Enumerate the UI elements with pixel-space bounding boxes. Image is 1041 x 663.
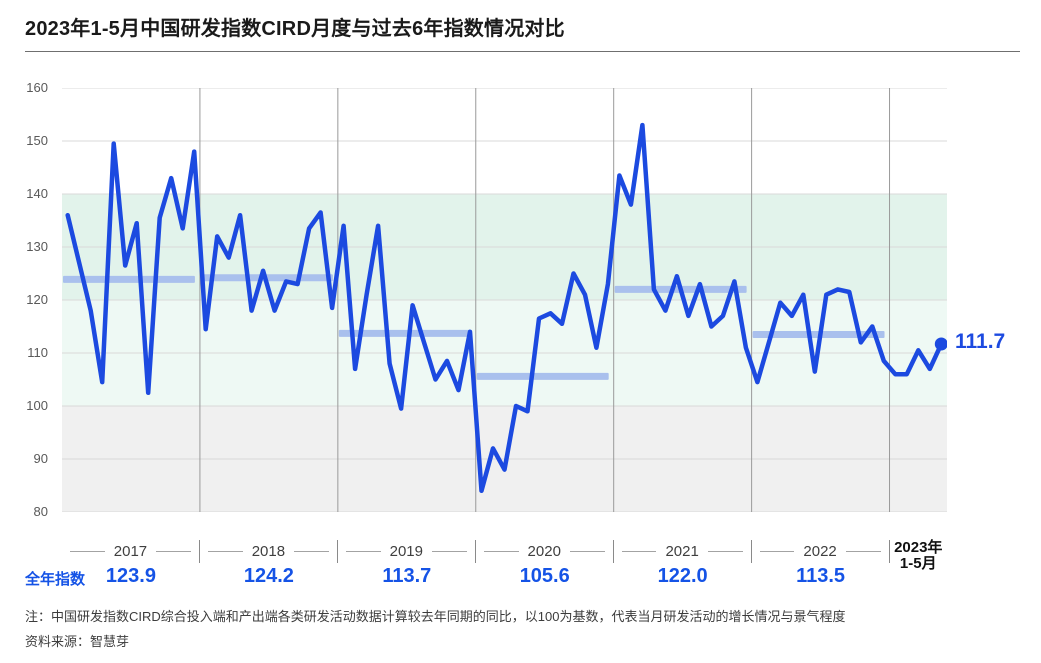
chart-plot-area xyxy=(62,87,948,513)
annual-average-bar xyxy=(338,329,471,337)
y-axis-tick-label: 90 xyxy=(33,451,48,466)
x-axis-year-text: 2020 xyxy=(527,543,561,560)
endpoint-value-label: 111.7 xyxy=(955,330,1006,353)
footnote: 注：中国研发指数CIRD综合投入端和产出端各类研发活动数据计算较去年同期的同比，… xyxy=(25,609,846,624)
x-axis-label-2017: 2017 xyxy=(62,540,200,563)
x-axis-period-text: 1-5月 xyxy=(899,555,937,572)
axis-dash xyxy=(70,551,105,552)
annual-index-value-2018: 124.2 xyxy=(243,564,294,587)
axis-dash xyxy=(621,551,657,552)
axis-dash xyxy=(345,551,381,552)
y-axis-tick-label: 140 xyxy=(26,186,48,201)
annual-index-empty xyxy=(890,563,947,589)
annual-index-caption: 全年指数 xyxy=(25,571,86,588)
annual-index-value-2021: 122.0 xyxy=(657,564,708,587)
y-axis-tick-label: 100 xyxy=(26,398,48,413)
endpoint-dot xyxy=(934,337,948,351)
page-title: 2023年1-5月中国研发指数CIRD月度与过去6年指数情况对比 xyxy=(25,18,565,40)
y-axis: 160 150 140 130 120 110 100 90 80 xyxy=(0,0,50,663)
axis-dash xyxy=(207,551,243,552)
axis-dash xyxy=(845,551,881,552)
annual-index-value-2017: 123.9 xyxy=(105,564,156,587)
x-axis-year-text: 2022 xyxy=(803,543,837,560)
axis-dash xyxy=(759,551,795,552)
annual-index-value-2020: 105.6 xyxy=(519,564,570,587)
annual-index-values-row: 123.9 124.2 113.7 105.6 122.0 113.5 xyxy=(62,563,947,589)
x-axis-label-2020: 2020 xyxy=(476,540,614,563)
x-axis-year-text: 2019 xyxy=(389,543,423,560)
x-axis-label-2022: 2022 xyxy=(752,540,890,563)
y-axis-tick-label: 110 xyxy=(27,345,48,360)
axis-dash xyxy=(707,551,743,552)
annual-average-bar xyxy=(63,275,195,283)
x-axis-year-text: 2021 xyxy=(665,543,699,560)
y-axis-tick-label: 80 xyxy=(33,504,48,519)
x-axis-label-2021: 2021 xyxy=(614,540,752,563)
axis-dash xyxy=(569,551,605,552)
x-axis-year-labels: 2017 2018 2019 2020 2021 2022 2023年 1-5月 xyxy=(62,539,947,572)
y-axis-tick-label: 120 xyxy=(26,292,48,307)
monthly-index-line xyxy=(65,122,944,494)
x-axis-label-2019: 2019 xyxy=(338,540,476,563)
y-axis-tick-label: 130 xyxy=(26,239,48,254)
annual-index-value-2022: 113.5 xyxy=(796,564,846,587)
axis-dash xyxy=(294,551,329,552)
x-axis-year-text: 2023年 xyxy=(894,539,943,556)
x-axis-label-2023: 2023年 1-5月 xyxy=(890,539,947,572)
x-axis-label-2018: 2018 xyxy=(200,540,338,563)
x-axis-year-text: 2018 xyxy=(251,543,286,560)
annual-index-value-2019: 113.7 xyxy=(382,564,432,587)
axis-dash xyxy=(483,551,519,552)
y-axis-tick-label: 160 xyxy=(26,80,48,95)
y-axis-tick-label: 150 xyxy=(26,133,48,148)
title-divider xyxy=(25,51,1020,52)
line-chart xyxy=(62,87,948,513)
axis-dash xyxy=(156,551,191,552)
data-source: 资料来源：智慧芽 xyxy=(25,634,130,649)
x-axis-year-text: 2017 xyxy=(113,543,148,560)
annual-average-bar xyxy=(476,372,609,380)
axis-dash xyxy=(432,551,467,552)
